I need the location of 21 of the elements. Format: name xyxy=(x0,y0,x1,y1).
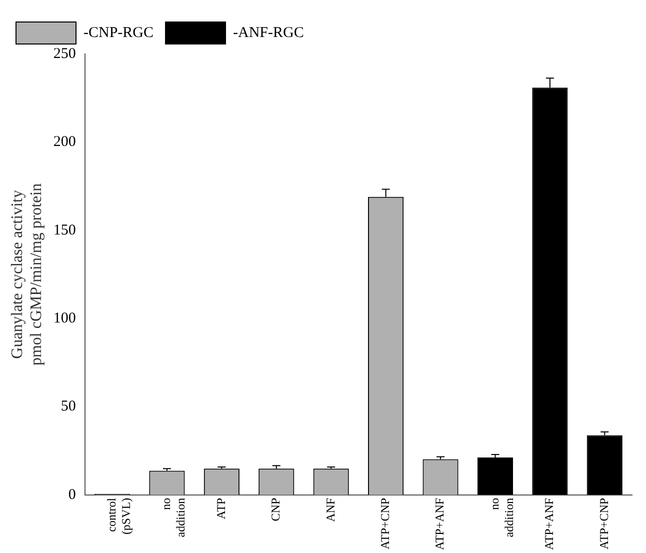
bar xyxy=(477,458,514,495)
legend-label: -ANF-RGC xyxy=(233,24,304,41)
x-tick-label: ATP+CNP xyxy=(378,498,392,550)
y-tick-label: 200 xyxy=(53,134,76,150)
legend-label: -CNP-RGC xyxy=(84,24,154,41)
x-tick-label: CNP xyxy=(268,498,283,522)
y-tick-label: 100 xyxy=(53,310,76,326)
bar xyxy=(586,435,622,495)
y-tick-label: 0 xyxy=(68,486,76,503)
x-tick-label: ANF xyxy=(323,498,338,522)
y-tick-label: 50 xyxy=(60,398,76,415)
y-tick-label: 150 xyxy=(53,222,76,238)
x-tick-label: ATP+CNP xyxy=(596,498,611,550)
x-tick-label: control (pSVL) xyxy=(104,497,133,535)
y-tick-label: 250 xyxy=(53,46,76,62)
y-axis-title: Guanylate cyclase activity pmol cGMP/min/mg protein xyxy=(8,183,46,366)
x-tick-label: no addition xyxy=(487,498,516,538)
x-tick-label: no addition xyxy=(159,498,188,538)
x-tick-label: ATP+ANF xyxy=(542,498,556,550)
x-tick-label: ATP xyxy=(214,498,228,520)
x-tick-label: ATP+ANF xyxy=(432,498,447,550)
